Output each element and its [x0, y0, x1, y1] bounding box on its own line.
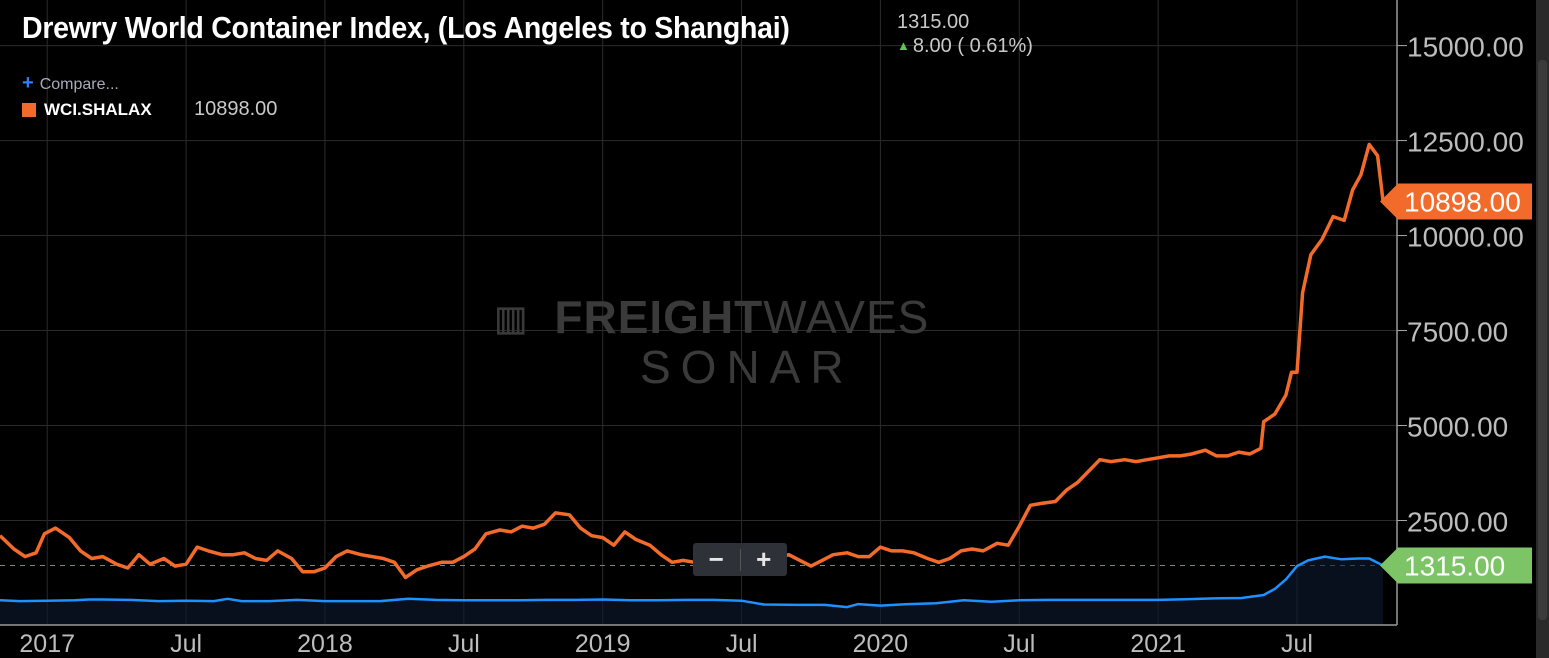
y-tick-label: 15000.00: [1407, 32, 1524, 63]
x-tick-label: 2020: [853, 630, 909, 658]
header-change: ▲ 8.00 ( 0.61%): [897, 35, 1033, 57]
x-tick-label: Jul: [1281, 630, 1313, 658]
x-tick-label: 2017: [19, 630, 75, 658]
legend-item[interactable]: WCI.SHALAX 10898.00: [22, 98, 277, 121]
legend-swatch: [22, 102, 36, 117]
zoom-divider: [739, 548, 741, 571]
y-tick-label: 7500.00: [1407, 317, 1508, 348]
x-tick-label: 2021: [1130, 630, 1186, 658]
plus-icon: +: [22, 72, 34, 94]
legend-series-value: 10898.00: [194, 98, 278, 120]
series-line-comparison: [0, 555, 1384, 609]
last-value-tag-orange: 10898.00: [1380, 183, 1532, 220]
header-value: 1315.00: [897, 11, 970, 33]
y-tick-label: 12500.00: [1407, 127, 1524, 158]
y-tick-label: 10000.00: [1407, 222, 1524, 253]
zoom-controls: − +: [693, 543, 787, 576]
legend-series-name: WCI.SHALAX: [44, 99, 152, 119]
zoom-out-button[interactable]: −: [708, 544, 724, 574]
y-tick-label: 2500.00: [1407, 507, 1508, 538]
scrollbar-thumb: [1538, 60, 1547, 620]
up-arrow-icon: ▲: [897, 38, 910, 53]
zoom-in-button[interactable]: +: [756, 544, 772, 574]
value-tag-shape: [1380, 547, 1532, 584]
series-area-fill: [0, 556, 1384, 625]
x-tick-label: Jul: [448, 630, 480, 658]
value-tag-label: 1315.00: [1404, 551, 1505, 582]
x-tick-label: Jul: [726, 630, 758, 658]
value-tags: 10898.00 1315.00: [1380, 183, 1532, 584]
compare-button[interactable]: + Compare...: [22, 72, 119, 94]
last-value-tag-green: 1315.00: [1380, 547, 1532, 584]
watermark-freightwaves: ▥ FREIGHTWAVES: [497, 290, 930, 344]
chart-title: Drewry World Container Index, (Los Angel…: [22, 10, 790, 45]
x-tick-label: 2019: [575, 630, 631, 658]
x-tick-label: Jul: [1003, 630, 1035, 658]
x-tick-label: Jul: [170, 630, 202, 658]
grid-lines: [0, 0, 1397, 625]
value-tag-label: 10898.00: [1404, 186, 1521, 217]
y-tick-label: 5000.00: [1407, 412, 1508, 443]
x-tick-label: 2018: [297, 630, 353, 658]
value-tag-shape: [1380, 183, 1532, 220]
watermark-sonar: SONAR: [640, 341, 854, 393]
